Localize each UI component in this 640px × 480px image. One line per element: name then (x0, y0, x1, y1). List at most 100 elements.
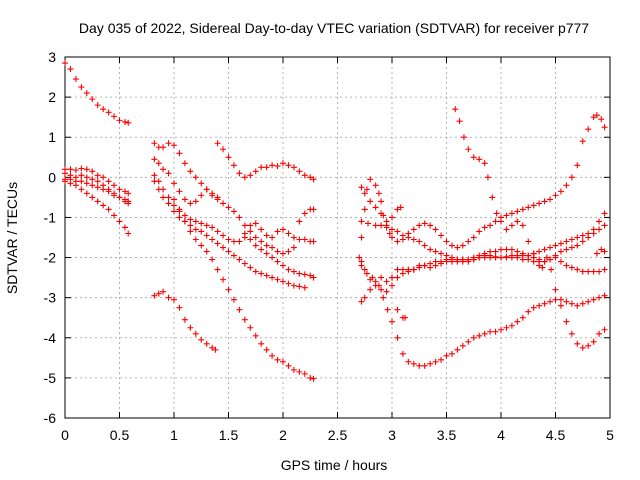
data-point (367, 176, 374, 183)
data-point (358, 218, 365, 225)
data-point (394, 228, 401, 235)
data-point (285, 362, 292, 369)
data-point (372, 204, 379, 211)
series-s10 (151, 178, 308, 291)
series-s13 (241, 220, 317, 245)
data-point (214, 240, 221, 247)
data-point (590, 230, 597, 237)
data-point (585, 234, 592, 241)
data-point (394, 266, 401, 273)
data-point (601, 222, 608, 229)
data-point (307, 174, 314, 181)
data-point (116, 194, 123, 201)
data-point (568, 174, 575, 181)
data-point (452, 106, 459, 113)
data-point (389, 274, 395, 281)
data-point (125, 200, 132, 207)
data-point (125, 190, 132, 197)
data-point (62, 170, 68, 177)
data-point (187, 168, 194, 175)
data-point (552, 252, 559, 259)
data-point (519, 256, 526, 263)
data-point (94, 184, 101, 191)
data-point (160, 186, 167, 193)
data-point (171, 208, 177, 215)
data-point (274, 228, 281, 235)
data-point (236, 170, 243, 177)
data-point (83, 180, 90, 187)
data-point (363, 270, 370, 277)
data-point (568, 264, 575, 271)
data-point (448, 258, 455, 265)
data-point (536, 200, 543, 207)
data-point (230, 162, 237, 169)
data-point (508, 322, 515, 329)
data-point (557, 240, 564, 247)
x-tick-label: 1.5 (219, 427, 239, 443)
data-point (399, 350, 406, 357)
data-point (165, 140, 172, 147)
data-point (476, 332, 483, 339)
data-point (89, 194, 96, 201)
data-point (83, 90, 90, 97)
data-point (258, 246, 265, 253)
x-tick-label: 2 (279, 427, 287, 443)
data-point (269, 162, 276, 169)
data-point (432, 248, 439, 255)
data-point (405, 358, 412, 365)
data-point (301, 236, 308, 243)
data-point (487, 222, 494, 229)
data-point (252, 220, 259, 227)
data-point (247, 228, 254, 235)
data-point (181, 316, 188, 323)
data-point (94, 178, 101, 185)
data-point (121, 188, 128, 195)
data-points (62, 60, 608, 382)
data-point (410, 266, 417, 273)
data-point (296, 368, 303, 375)
data-point (574, 242, 581, 249)
y-tick-label: -3 (44, 290, 57, 306)
data-point (465, 256, 472, 263)
data-point (514, 318, 521, 325)
y-axis-label: SDTVAR / TECUs (4, 182, 20, 294)
data-point (361, 190, 368, 197)
data-point (593, 112, 600, 119)
x-tick-label: 3.5 (437, 427, 457, 443)
data-point (539, 264, 546, 271)
data-point (258, 226, 265, 233)
data-point (171, 196, 177, 203)
data-point (310, 274, 317, 281)
data-point (574, 162, 581, 169)
data-point (530, 202, 537, 209)
data-point (476, 228, 483, 235)
data-point (358, 298, 365, 305)
data-point (72, 76, 79, 83)
data-point (530, 250, 537, 257)
data-point (514, 254, 521, 261)
data-point (203, 340, 210, 347)
data-point (493, 210, 500, 217)
data-point (83, 174, 90, 181)
data-point (416, 222, 423, 229)
data-point (394, 206, 401, 213)
data-point (301, 172, 308, 179)
data-point (568, 300, 575, 307)
data-point (220, 200, 227, 207)
data-point (214, 194, 221, 201)
data-point (89, 96, 96, 103)
data-point (72, 167, 79, 174)
series-s22 (593, 246, 608, 257)
data-point (601, 326, 608, 333)
data-point (67, 166, 74, 173)
series-s9 (151, 156, 317, 257)
data-point (601, 292, 608, 299)
data-point (263, 346, 270, 353)
data-point (290, 234, 297, 241)
series-s12 (171, 196, 317, 382)
series-s14 (356, 112, 608, 261)
series-s5 (62, 178, 132, 237)
y-tick-label: -6 (44, 410, 57, 426)
data-point (176, 214, 183, 221)
